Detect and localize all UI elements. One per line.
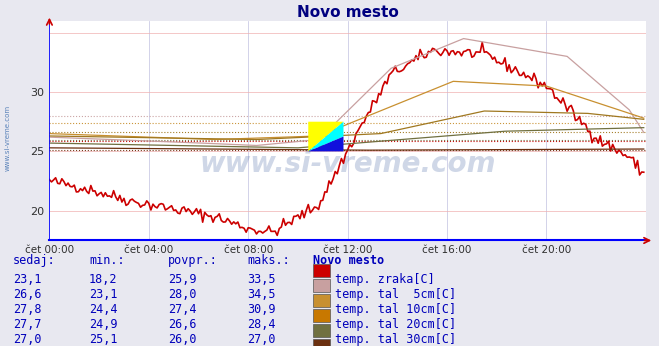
FancyBboxPatch shape xyxy=(313,264,330,277)
Text: temp. tal 20cm[C]: temp. tal 20cm[C] xyxy=(335,318,456,331)
Polygon shape xyxy=(308,137,343,152)
FancyBboxPatch shape xyxy=(313,339,330,346)
Text: 27,4: 27,4 xyxy=(168,303,196,316)
Text: 25,1: 25,1 xyxy=(89,333,117,346)
Text: 27,0: 27,0 xyxy=(247,333,275,346)
Text: 33,5: 33,5 xyxy=(247,273,275,286)
Text: temp. tal  5cm[C]: temp. tal 5cm[C] xyxy=(335,288,456,301)
Text: 28,0: 28,0 xyxy=(168,288,196,301)
Text: 18,2: 18,2 xyxy=(89,273,117,286)
Polygon shape xyxy=(308,122,343,152)
Text: www.si-vreme.com: www.si-vreme.com xyxy=(5,105,11,172)
Text: 23,1: 23,1 xyxy=(13,273,42,286)
Text: temp. tal 10cm[C]: temp. tal 10cm[C] xyxy=(335,303,456,316)
Title: Novo mesto: Novo mesto xyxy=(297,4,399,20)
Text: temp. zraka[C]: temp. zraka[C] xyxy=(335,273,434,286)
Text: 26,6: 26,6 xyxy=(13,288,42,301)
FancyBboxPatch shape xyxy=(313,324,330,337)
Text: 26,0: 26,0 xyxy=(168,333,196,346)
Text: 30,9: 30,9 xyxy=(247,303,275,316)
Text: maks.:: maks.: xyxy=(247,254,290,267)
Text: 34,5: 34,5 xyxy=(247,288,275,301)
Text: min.:: min.: xyxy=(89,254,125,267)
Text: 23,1: 23,1 xyxy=(89,288,117,301)
Text: 26,6: 26,6 xyxy=(168,318,196,331)
Text: Novo mesto: Novo mesto xyxy=(313,254,384,267)
FancyBboxPatch shape xyxy=(313,279,330,292)
Text: 27,8: 27,8 xyxy=(13,303,42,316)
Text: 25,9: 25,9 xyxy=(168,273,196,286)
Text: sedaj:: sedaj: xyxy=(13,254,56,267)
FancyBboxPatch shape xyxy=(313,294,330,307)
Polygon shape xyxy=(308,122,343,152)
Text: www.si-vreme.com: www.si-vreme.com xyxy=(200,149,496,177)
Text: povpr.:: povpr.: xyxy=(168,254,218,267)
FancyBboxPatch shape xyxy=(313,309,330,322)
Text: temp. tal 30cm[C]: temp. tal 30cm[C] xyxy=(335,333,456,346)
Text: 24,4: 24,4 xyxy=(89,303,117,316)
Text: 24,9: 24,9 xyxy=(89,318,117,331)
Text: 27,0: 27,0 xyxy=(13,333,42,346)
Text: 27,7: 27,7 xyxy=(13,318,42,331)
Text: 28,4: 28,4 xyxy=(247,318,275,331)
